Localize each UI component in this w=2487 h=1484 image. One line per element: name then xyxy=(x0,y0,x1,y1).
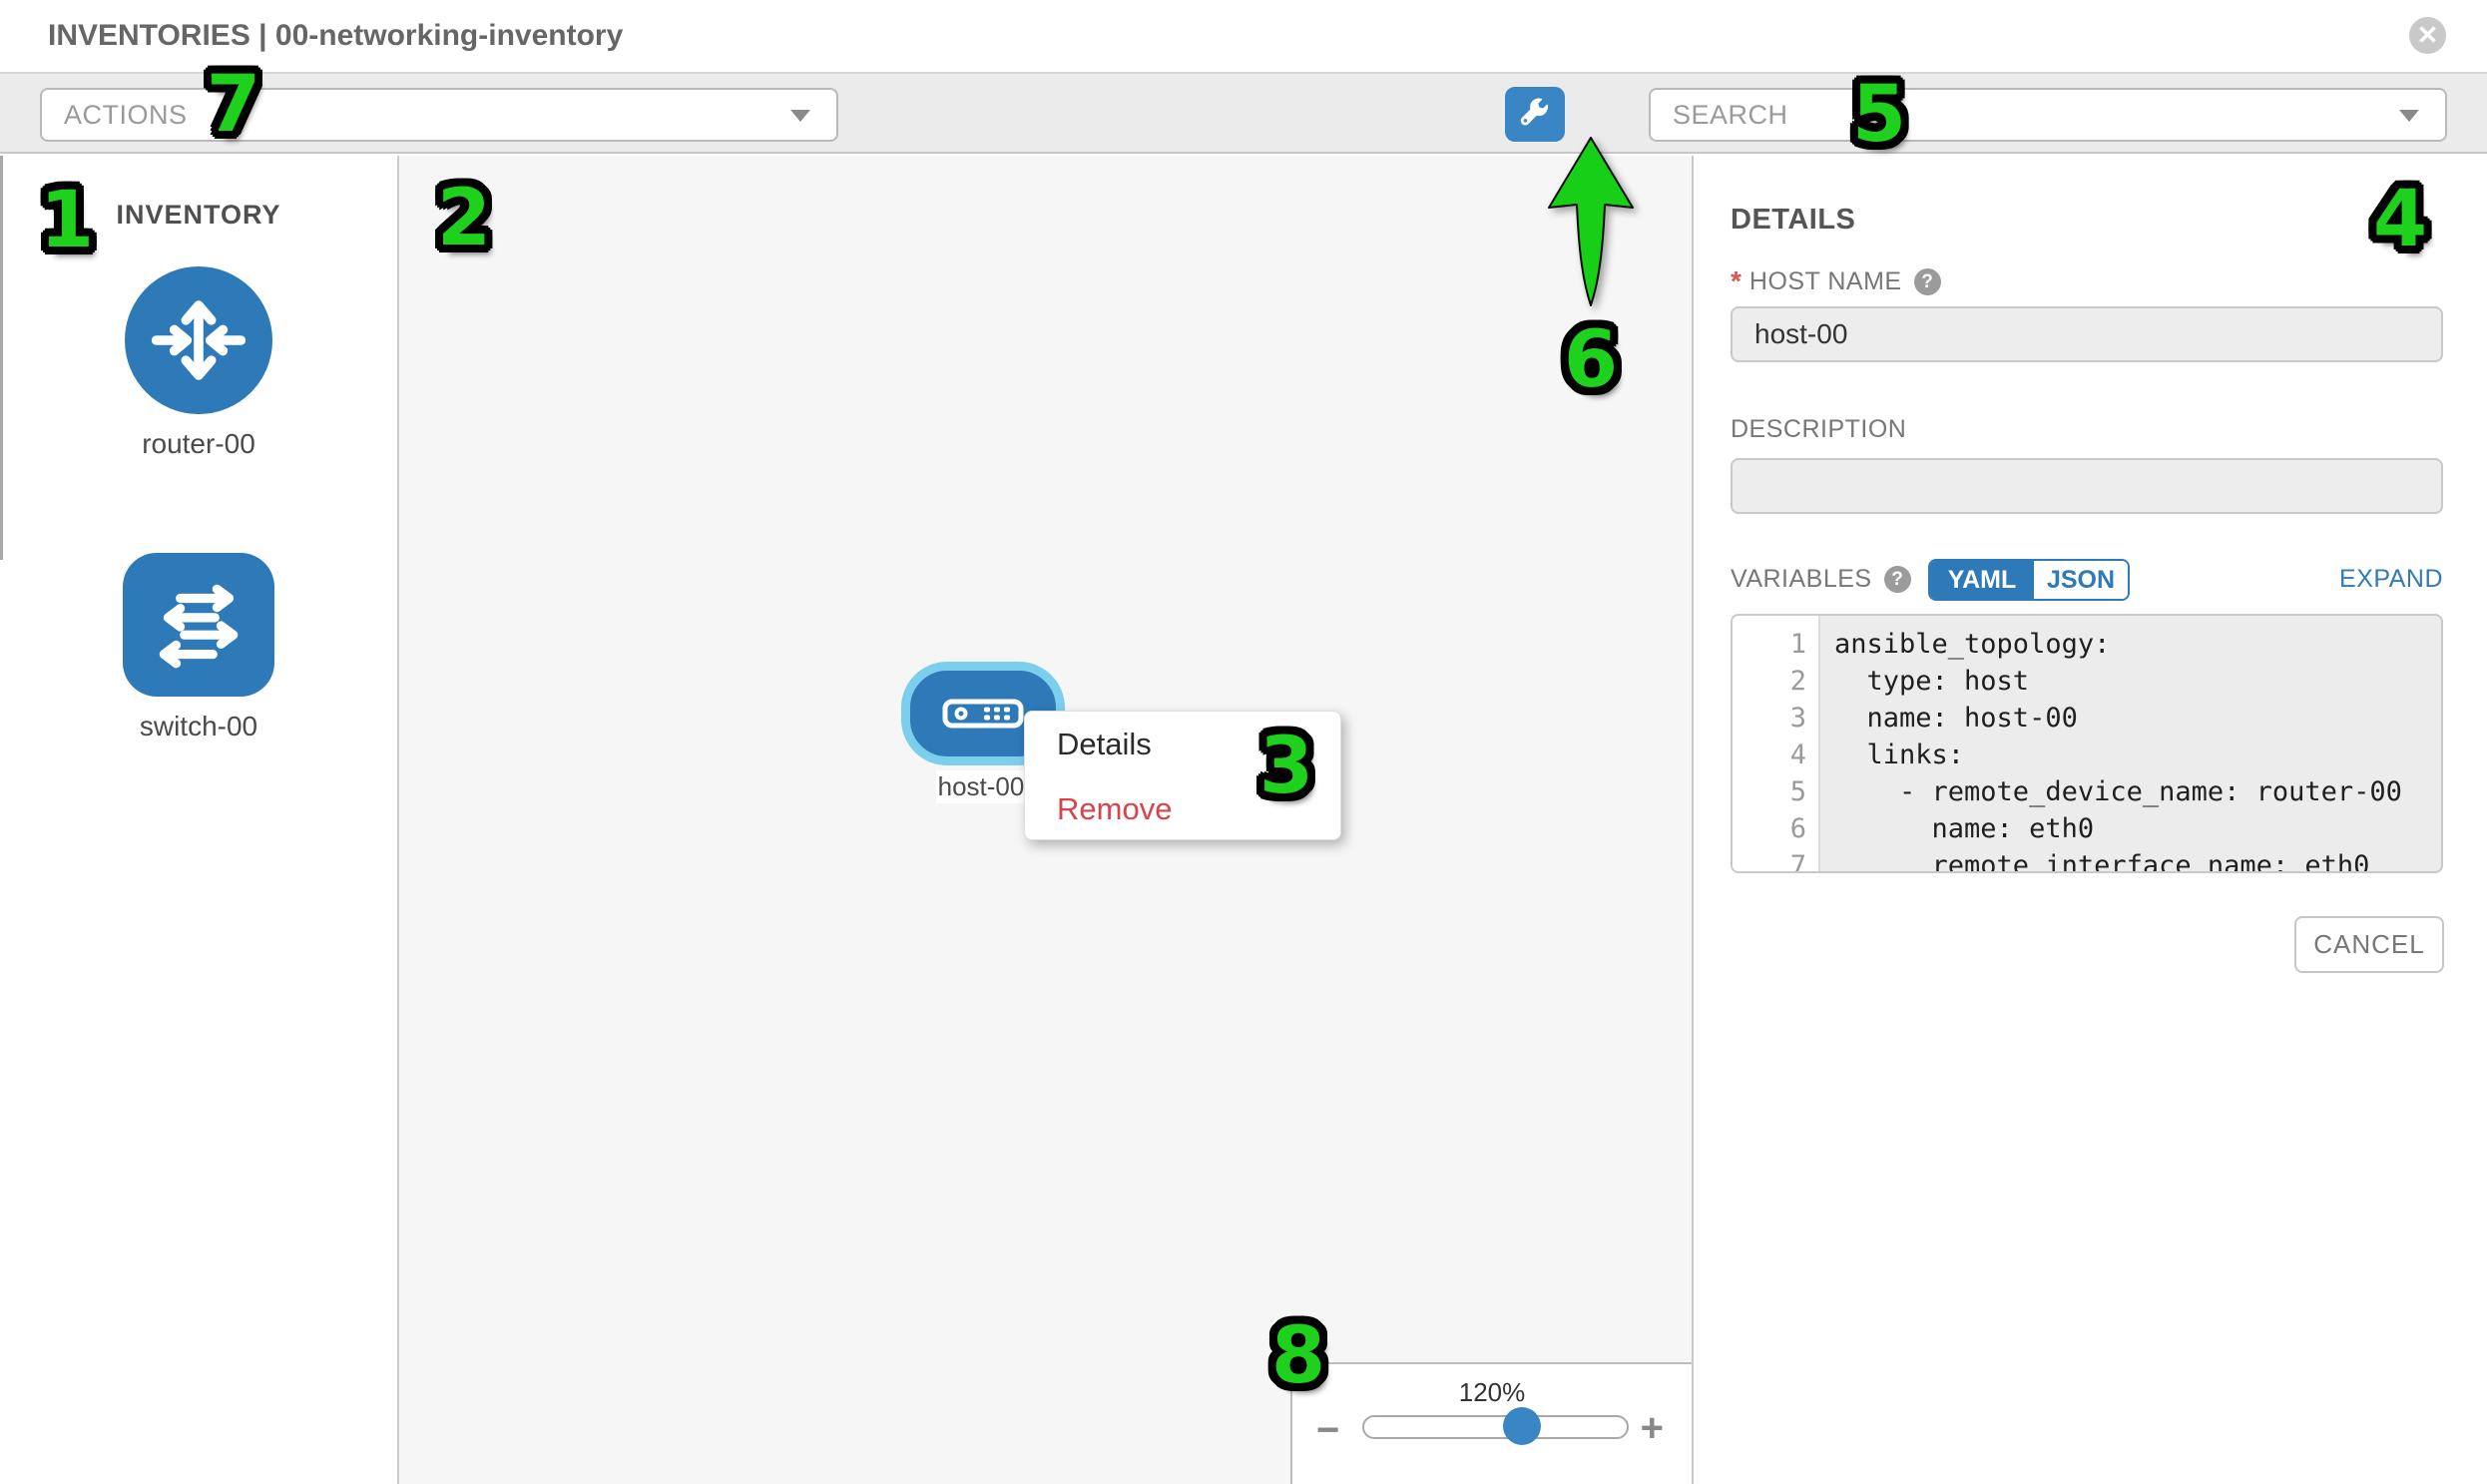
code-line: type: host xyxy=(1834,666,2030,697)
code-line: - remote_device_name: router-00 xyxy=(1834,776,2402,807)
details-heading: DETAILS xyxy=(1731,204,1856,236)
editor-line-numbers: 1 2 3 4 5 6 7 xyxy=(1733,616,1820,871)
code-line: links: xyxy=(1834,740,1965,770)
host-name-input[interactable]: host-00 xyxy=(1731,306,2443,362)
zoom-level-value: 120% xyxy=(1458,1377,1526,1407)
line-number: 4 xyxy=(1789,740,1806,770)
host-name-value: host-00 xyxy=(1754,318,1848,349)
chevron-down-icon xyxy=(2399,110,2419,122)
context-menu-item-remove[interactable]: Remove xyxy=(1057,790,1173,826)
annotation-4: 4 xyxy=(2372,175,2428,264)
configure-tools-button[interactable] xyxy=(1505,87,1565,142)
sidebar-heading: INVENTORY xyxy=(116,200,281,230)
annotation-2: 2 xyxy=(436,174,492,263)
host-name-label-row: * HOST NAME ? xyxy=(1731,265,1941,297)
variables-label: VARIABLES xyxy=(1731,565,1872,593)
line-number: 2 xyxy=(1789,666,1806,697)
annotation-7: 7 xyxy=(206,60,261,150)
line-number: 3 xyxy=(1789,703,1806,734)
help-icon[interactable]: ? xyxy=(1913,267,1941,295)
zoom-out-button[interactable]: − xyxy=(1316,1408,1340,1452)
router-icon xyxy=(151,300,247,380)
header: INVENTORIES | 00-networking-inventory ✕ xyxy=(0,0,2487,74)
close-icon[interactable]: ✕ xyxy=(2409,17,2446,54)
toolbar: ACTIONS SEARCH xyxy=(0,74,2487,203)
variables-code-editor[interactable]: 1 2 3 4 5 6 7 ansible_topology: type: ho… xyxy=(1731,614,2443,873)
cancel-button[interactable]: CANCEL xyxy=(2294,916,2444,973)
annotation-8: 8 xyxy=(1270,1311,1326,1401)
host-name-label: HOST NAME xyxy=(1748,266,1902,295)
yaml-toggle-button[interactable]: YAML xyxy=(1930,561,2034,599)
context-menu: Details Remove xyxy=(1024,711,1341,840)
palette-item-label: router-00 xyxy=(142,428,255,459)
annotation-arrow-up xyxy=(1548,137,1634,306)
palette-item-router[interactable]: router-00 xyxy=(0,266,397,460)
annotation-5: 5 xyxy=(1851,70,1907,160)
inventory-sidebar: INVENTORY router-00 xyxy=(0,156,399,1484)
search-dropdown[interactable]: SEARCH xyxy=(1649,88,2447,142)
switch-icon xyxy=(159,584,239,669)
page-title: INVENTORIES | 00-networking-inventory xyxy=(48,19,624,52)
required-marker: * xyxy=(1731,265,1741,296)
line-number: 7 xyxy=(1789,850,1806,873)
chevron-down-icon xyxy=(790,110,810,122)
topology-canvas[interactable]: host-00 Details Remove 120% − + xyxy=(399,156,1694,1484)
annotation-3: 3 xyxy=(1258,722,1314,811)
description-label: DESCRIPTION xyxy=(1731,415,1907,443)
line-number: 1 xyxy=(1789,629,1806,660)
details-panel: DETAILS * HOST NAME ? host-00 DESCRIPTIO… xyxy=(1694,156,2487,1484)
sidebar-scrollbar[interactable] xyxy=(0,156,3,560)
zoom-control-panel: 120% − + xyxy=(1290,1362,1692,1484)
wrench-icon xyxy=(1520,97,1549,125)
code-line: ansible_topology: xyxy=(1834,629,2111,660)
code-line: remote_interface_name: eth0 xyxy=(1834,850,2370,873)
expand-link[interactable]: EXPAND xyxy=(2339,565,2443,593)
json-toggle-button[interactable]: JSON xyxy=(2034,561,2128,599)
code-line: name: eth0 xyxy=(1834,813,2095,844)
annotation-6: 6 xyxy=(1563,315,1619,405)
palette-item-switch[interactable]: switch-00 xyxy=(0,553,397,742)
variables-label-row: VARIABLES ? xyxy=(1731,565,1911,594)
help-icon[interactable]: ? xyxy=(1883,566,1911,593)
host-icon xyxy=(942,699,1024,729)
zoom-in-button[interactable]: + xyxy=(1640,1406,1664,1450)
zoom-slider-thumb[interactable] xyxy=(1502,1407,1541,1445)
switch-node-shape[interactable] xyxy=(123,553,274,697)
search-dropdown-label: SEARCH xyxy=(1673,99,1788,130)
actions-dropdown[interactable]: ACTIONS xyxy=(40,88,838,142)
router-node-shape[interactable] xyxy=(125,266,272,414)
code-line: name: host-00 xyxy=(1834,703,2078,734)
line-number: 5 xyxy=(1789,776,1806,807)
description-label-row: DESCRIPTION xyxy=(1731,415,1906,444)
description-input[interactable] xyxy=(1731,458,2443,514)
editor-code[interactable]: ansible_topology: type: host name: host-… xyxy=(1820,616,2441,871)
annotation-1: 1 xyxy=(39,176,95,265)
variables-format-toggle: YAML JSON xyxy=(1928,559,2130,601)
line-number: 6 xyxy=(1789,813,1806,844)
context-menu-item-details[interactable]: Details xyxy=(1057,726,1152,761)
actions-dropdown-label: ACTIONS xyxy=(64,99,188,130)
host-node-label: host-00 xyxy=(936,770,1026,803)
zoom-slider[interactable] xyxy=(1362,1407,1629,1445)
palette-item-label: switch-00 xyxy=(139,711,258,742)
